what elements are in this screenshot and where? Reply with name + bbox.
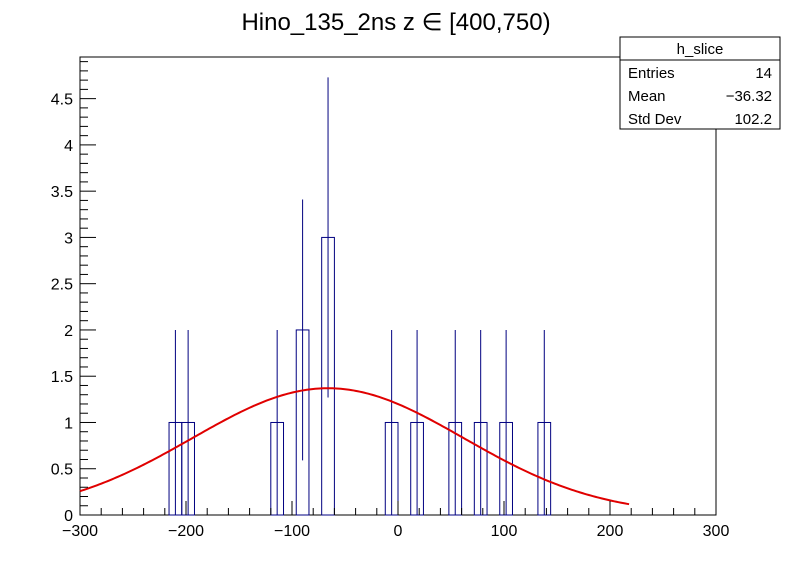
x-tick-label: −200: [168, 523, 204, 540]
stats-box-frame: [619, 36, 781, 130]
y-tick-label: 3.5: [51, 184, 73, 201]
x-tick-label: 0: [394, 523, 403, 540]
y-tick-label: 4.5: [51, 92, 73, 109]
stats-box-name: h_slice: [677, 41, 724, 58]
stats-entries-label: Entries: [628, 65, 675, 82]
stats-box: h_slice Entries 14 Mean −36.32 Std Dev 1…: [619, 36, 781, 130]
y-tick-label: 0: [64, 508, 73, 525]
fit-curve-group: [79, 387, 630, 506]
x-tick-label: −300: [62, 523, 98, 540]
stats-stddev-value: 102.2: [734, 111, 772, 128]
stats-mean-label: Mean: [628, 88, 666, 105]
y-tick-label: 4: [64, 138, 73, 155]
stats-stddev-label: Std Dev: [628, 111, 682, 128]
x-tick-label: −100: [274, 523, 310, 540]
x-tick-label: 200: [597, 523, 624, 540]
x-tick-label: 100: [491, 523, 518, 540]
y-tick-label: 2: [64, 323, 73, 340]
stats-mean-value: −36.32: [726, 88, 772, 105]
x-tick-label: 300: [703, 523, 730, 540]
y-tick-label: 1.5: [51, 369, 73, 386]
y-tick-label: 0.5: [51, 462, 73, 479]
y-tick-label: 2.5: [51, 277, 73, 294]
fit-curve: [79, 387, 630, 506]
y-tick-label: 3: [64, 230, 73, 247]
chart-title: Hino_135_2ns z ∈ [400,750): [241, 9, 550, 36]
error-bars: [174, 77, 545, 515]
y-tick-label: 1: [64, 415, 73, 432]
stats-entries-value: 14: [755, 65, 772, 82]
axes: −300 −200 −100 0 100 200 300 0 0.5 1 1.5 2 2.5 3 3.5 4 4…: [51, 61, 730, 540]
histogram-bars: [168, 236, 552, 516]
